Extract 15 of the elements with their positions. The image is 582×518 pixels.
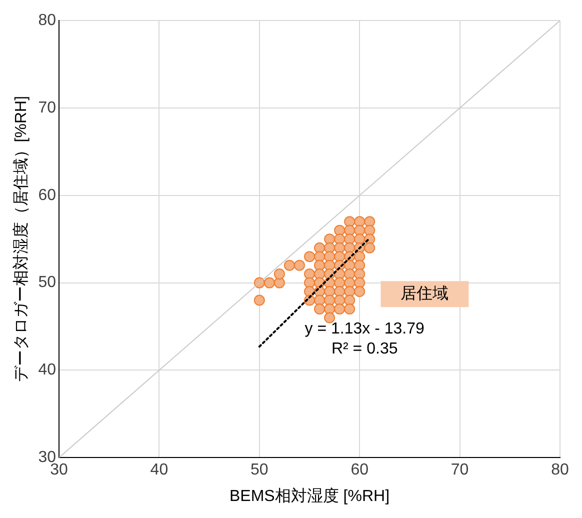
y-tick-label: 60 <box>38 186 56 204</box>
x-tick-label: 70 <box>450 462 469 479</box>
y-tick-label: 40 <box>38 362 56 379</box>
annotation: 居住域 <box>400 284 449 303</box>
x-tick-label: 40 <box>150 462 168 479</box>
x-tick-label: 60 <box>350 462 369 479</box>
x-tick-label: 50 <box>250 462 268 479</box>
x-tick-label: 80 <box>551 462 569 479</box>
y-tick-label: 70 <box>38 99 56 116</box>
annotation: R² = 0.35 <box>331 340 398 358</box>
y-tick-label: 50 <box>38 274 56 292</box>
x-axis-title: BEMS相対湿度 [%RH] <box>229 486 390 505</box>
y-axis-title: データロガー相対湿度（居住域）[%RH] <box>12 96 30 382</box>
annotation: y = 1.13x - 13.79 <box>304 320 425 338</box>
y-tick-label: 80 <box>38 12 56 30</box>
